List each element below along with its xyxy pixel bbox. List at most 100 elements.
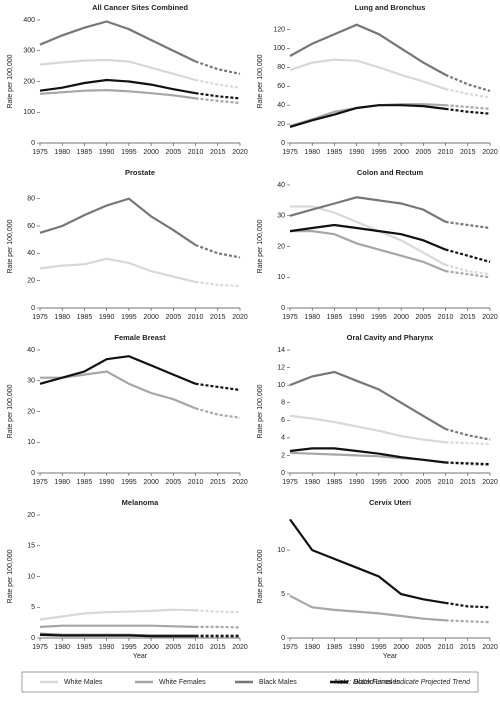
y-tick-label: 10 xyxy=(27,439,35,446)
legend-label: White Females xyxy=(159,679,206,686)
x-tick-label: 1995 xyxy=(371,149,387,156)
x-tick-label: 2015 xyxy=(460,149,476,156)
y-tick-label: 200 xyxy=(23,78,35,85)
x-tick-label: 1990 xyxy=(349,314,365,321)
projected-line xyxy=(445,441,491,446)
x-tick-label: 1995 xyxy=(371,314,387,321)
projected-line xyxy=(445,461,491,466)
x-tick-label: 2010 xyxy=(438,479,454,486)
x-tick-label: 2000 xyxy=(393,479,409,486)
y-tick-label: 0 xyxy=(281,140,285,147)
y-tick-label: 20 xyxy=(27,408,35,415)
y-tick-label: 4 xyxy=(281,435,285,442)
y-tick-label: 0 xyxy=(31,470,35,477)
line xyxy=(289,223,447,251)
y-axis-label: Rate per 100,000 xyxy=(257,54,264,108)
y-tick-label: 30 xyxy=(27,378,35,385)
y-tick-label: 14 xyxy=(277,347,285,354)
chart-title: Lung and Bronchus xyxy=(355,3,426,12)
y-axis-label: Rate per 100,000 xyxy=(7,219,14,273)
y-tick-label: 120 xyxy=(273,26,285,33)
line xyxy=(289,414,446,444)
x-tick-label: 1980 xyxy=(304,149,320,156)
line xyxy=(39,257,196,284)
line xyxy=(39,355,197,385)
x-tick-label: 2015 xyxy=(210,314,226,321)
x-tick-label: 1995 xyxy=(121,314,137,321)
x-tick-label: 1980 xyxy=(304,644,320,651)
x-tick-label: 2010 xyxy=(438,644,454,651)
x-tick-label: 1990 xyxy=(349,644,365,651)
y-tick-label: 80 xyxy=(27,196,35,203)
y-tick-label: 10 xyxy=(27,573,35,580)
x-tick-label: 1985 xyxy=(77,149,93,156)
x-tick-label: 1975 xyxy=(32,479,48,486)
line xyxy=(290,230,447,273)
x-tick-label: 1980 xyxy=(304,314,320,321)
x-tick-label: 2020 xyxy=(232,149,248,156)
panel: Oral Cavity and Pharynx Rate per 100,000 0… xyxy=(257,333,498,486)
y-axis-label: Rate per 100,000 xyxy=(7,384,14,438)
x-tick-label: 1995 xyxy=(371,644,387,651)
projected-line xyxy=(195,407,241,419)
x-tick-label: 2015 xyxy=(210,479,226,486)
x-tick-label: 2000 xyxy=(393,314,409,321)
y-tick-label: 60 xyxy=(27,223,35,230)
y-tick-label: 30 xyxy=(277,213,285,220)
x-tick-label: 2010 xyxy=(188,314,204,321)
x-tick-label: 2020 xyxy=(482,479,498,486)
y-tick-label: 20 xyxy=(277,121,285,128)
line xyxy=(39,608,196,621)
x-tick-label: 2005 xyxy=(416,149,432,156)
y-tick-label: 40 xyxy=(27,347,35,354)
line xyxy=(289,451,446,464)
x-tick-label: 1975 xyxy=(282,149,298,156)
x-tick-label: 1995 xyxy=(371,479,387,486)
x-tick-label: 2005 xyxy=(166,149,182,156)
line xyxy=(289,518,446,604)
y-tick-label: 0 xyxy=(281,470,285,477)
x-tick-label: 1990 xyxy=(349,149,365,156)
x-tick-label: 1975 xyxy=(32,149,48,156)
legend-label: Black Females xyxy=(354,679,400,686)
y-tick-label: 6 xyxy=(281,417,285,424)
x-tick-label: 2015 xyxy=(460,479,476,486)
x-tick-label: 1975 xyxy=(282,479,298,486)
x-tick-label: 2020 xyxy=(482,149,498,156)
x-tick-label: 1995 xyxy=(121,644,137,651)
x-tick-label: 1990 xyxy=(99,149,115,156)
projected-line xyxy=(445,619,491,624)
x-tick-label: 1980 xyxy=(54,479,70,486)
line xyxy=(39,78,196,95)
x-tick-label: 1990 xyxy=(99,644,115,651)
projected-line xyxy=(445,263,491,276)
x-tick-label: 1980 xyxy=(54,314,70,321)
note: Note: Dotted Lines Indicate Projected Tr… xyxy=(334,679,471,686)
panel: All Cancer Sites Combined Rate per 100,00… xyxy=(7,3,248,156)
x-tick-label: 1975 xyxy=(282,314,298,321)
line xyxy=(39,624,196,628)
projected-line xyxy=(195,625,241,629)
x-tick-label: 2010 xyxy=(438,149,454,156)
x-tick-label: 2005 xyxy=(166,479,182,486)
x-tick-label: 1985 xyxy=(327,644,343,651)
projected-line xyxy=(445,248,491,263)
x-tick-label: 1980 xyxy=(54,644,70,651)
y-tick-label: 5 xyxy=(31,604,35,611)
legend-label: White Males xyxy=(64,679,103,686)
y-tick-label: 0 xyxy=(31,635,35,642)
x-tick-label: 2000 xyxy=(143,644,159,651)
y-tick-label: 80 xyxy=(277,64,285,71)
projected-line xyxy=(445,88,491,99)
x-tick-label: 2015 xyxy=(210,644,226,651)
y-tick-label: 0 xyxy=(31,305,35,312)
x-tick-label: 1985 xyxy=(77,479,93,486)
projected-line xyxy=(445,601,491,609)
x-tick-label: 1975 xyxy=(32,644,48,651)
x-tick-label: 1980 xyxy=(304,479,320,486)
projected-line xyxy=(445,73,491,93)
projected-line xyxy=(195,97,241,105)
y-tick-label: 300 xyxy=(23,48,35,55)
panel: Prostate Rate per 100,000 0 20 40 60 80 1975 198… xyxy=(7,168,248,321)
